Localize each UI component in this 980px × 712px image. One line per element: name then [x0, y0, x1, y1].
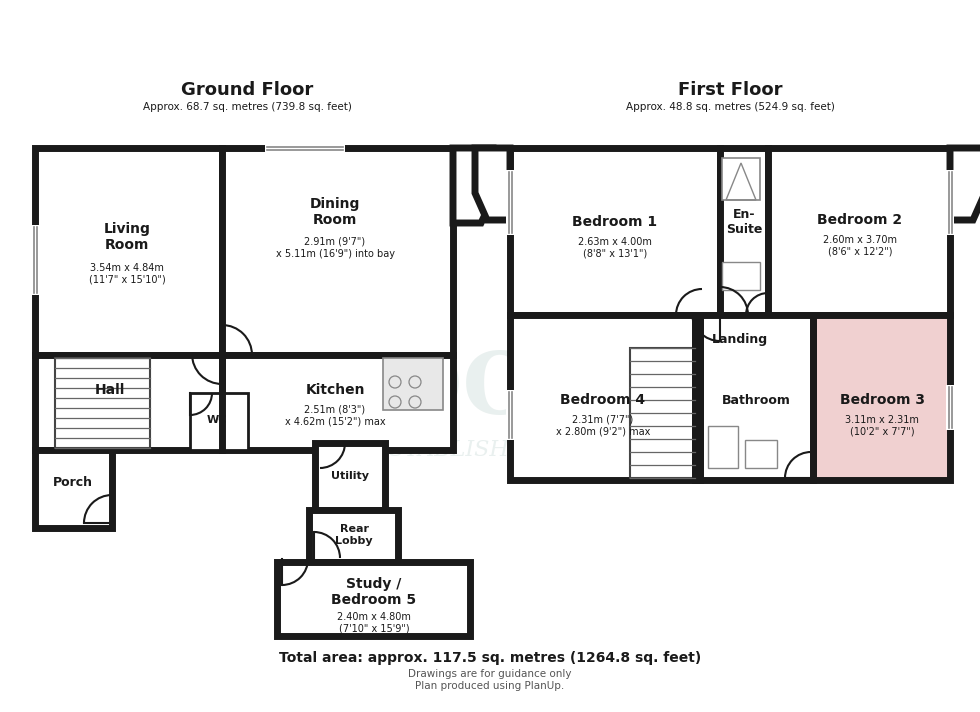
Text: Landing: Landing: [711, 333, 768, 347]
Bar: [222, 148, 453, 355]
Text: Living
Room: Living Room: [104, 222, 151, 252]
Bar: [315, 443, 385, 510]
Text: 2.63m x 4.00m
(8'8" x 13'1"): 2.63m x 4.00m (8'8" x 13'1"): [578, 237, 652, 258]
Bar: [35, 148, 222, 355]
Bar: [55, 358, 150, 448]
Bar: [277, 562, 470, 636]
Text: First Floor: First Floor: [678, 81, 782, 99]
Bar: [506, 390, 514, 440]
Text: Bathroom: Bathroom: [721, 394, 791, 407]
Text: En-
Suite: En- Suite: [726, 208, 762, 236]
Text: Bedroom 3: Bedroom 3: [840, 393, 924, 407]
Bar: [383, 358, 443, 410]
Bar: [35, 450, 112, 528]
Bar: [768, 148, 950, 315]
Text: Drawings are for guidance only: Drawings are for guidance only: [409, 669, 571, 679]
Bar: [946, 385, 954, 430]
Text: Dining
Room: Dining Room: [310, 197, 361, 227]
Text: 2.60m x 3.70m
(8'6" x 12'2"): 2.60m x 3.70m (8'6" x 12'2"): [823, 235, 897, 256]
Bar: [506, 170, 514, 235]
Bar: [31, 225, 39, 295]
Bar: [813, 315, 950, 480]
Text: Hall: Hall: [95, 383, 125, 397]
Polygon shape: [475, 148, 510, 220]
Polygon shape: [453, 148, 493, 223]
Text: Utility: Utility: [331, 471, 369, 481]
Text: Plan produced using PlanUp.: Plan produced using PlanUp.: [416, 681, 564, 691]
Text: Bedroom 1: Bedroom 1: [572, 215, 658, 229]
Bar: [630, 348, 695, 478]
Bar: [745, 440, 777, 468]
Text: 2.91m (9'7")
x 5.11m (16'9") into bay: 2.91m (9'7") x 5.11m (16'9") into bay: [275, 237, 395, 258]
Text: 3.11m x 2.31m
(10'2" x 7'7"): 3.11m x 2.31m (10'2" x 7'7"): [845, 415, 919, 436]
Bar: [720, 148, 768, 315]
Text: Bedroom 2: Bedroom 2: [817, 213, 903, 227]
Bar: [946, 170, 954, 235]
Text: Porch: Porch: [53, 476, 93, 490]
Bar: [510, 148, 720, 315]
Text: 2.51m (8'3")
x 4.62m (15'2") max: 2.51m (8'3") x 4.62m (15'2") max: [284, 405, 385, 426]
Text: 2.31m (7'7")
x 2.80m (9'2") max: 2.31m (7'7") x 2.80m (9'2") max: [556, 415, 650, 436]
Bar: [222, 355, 453, 450]
Bar: [708, 426, 738, 468]
Text: Ground Floor: Ground Floor: [181, 81, 314, 99]
Text: Approx. 68.7 sq. metres (739.8 sq. feet): Approx. 68.7 sq. metres (739.8 sq. feet): [142, 102, 352, 112]
Text: Rear
Lobby: Rear Lobby: [335, 524, 372, 546]
Bar: [722, 158, 760, 200]
Text: Study /
Bedroom 5: Study / Bedroom 5: [331, 577, 416, 607]
Polygon shape: [950, 148, 980, 220]
Text: 3.54m x 4.84m
(11'7" x 15'10"): 3.54m x 4.84m (11'7" x 15'10"): [88, 263, 166, 285]
Bar: [190, 393, 248, 450]
Text: Approx. 48.8 sq. metres (524.9 sq. feet): Approx. 48.8 sq. metres (524.9 sq. feet): [625, 102, 834, 112]
Text: Bedroom 4: Bedroom 4: [561, 393, 646, 407]
Bar: [722, 262, 760, 290]
Bar: [265, 144, 345, 152]
Text: 2.40m x 4.80m
(7'10" x 15'9"): 2.40m x 4.80m (7'10" x 15'9"): [337, 612, 411, 634]
Text: Total area: approx. 117.5 sq. metres (1264.8 sq. feet): Total area: approx. 117.5 sq. metres (12…: [279, 651, 701, 665]
Text: ESTABLISHED 1885: ESTABLISHED 1885: [373, 439, 607, 461]
Text: Kitchen: Kitchen: [305, 383, 365, 397]
Bar: [700, 315, 813, 480]
Bar: [35, 355, 222, 450]
Text: WC: WC: [207, 415, 227, 425]
Bar: [510, 315, 695, 480]
Text: HOOKS: HOOKS: [306, 348, 674, 432]
Bar: [309, 510, 398, 562]
